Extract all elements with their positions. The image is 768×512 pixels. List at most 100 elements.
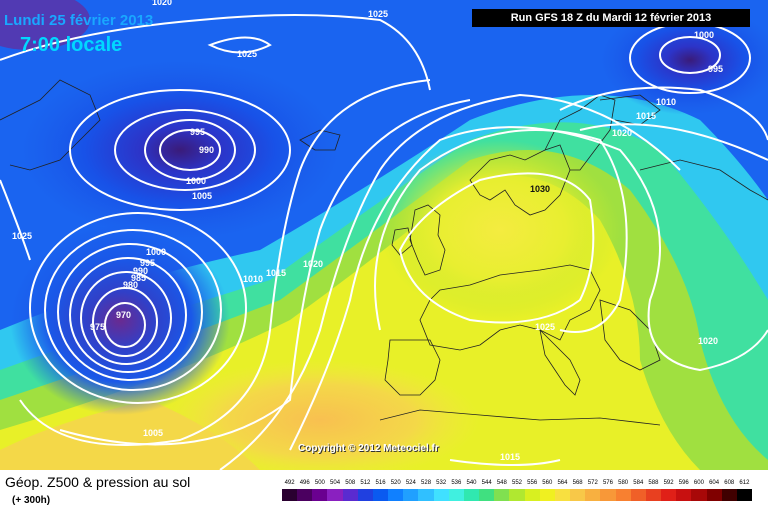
isobar-label: 1000 <box>146 247 166 257</box>
legend-label: 584 <box>633 480 644 486</box>
high-pressure-core <box>380 140 620 320</box>
isobar-label: 970 <box>116 310 131 320</box>
legend-label: 500 <box>314 480 325 486</box>
legend-label: 532 <box>436 480 447 486</box>
isobar-label: 1010 <box>243 274 263 284</box>
legend-swatch <box>676 489 692 501</box>
isobar-label: 995 <box>190 127 205 137</box>
legend-swatch <box>297 489 313 501</box>
legend-swatch <box>463 489 480 501</box>
run-info-banner: Run GFS 18 Z du Mardi 12 février 2013 <box>472 9 750 27</box>
legend-swatch <box>721 489 738 501</box>
legend-label: 568 <box>572 480 583 486</box>
legend-swatch <box>645 489 662 501</box>
color-legend: 492 496 500 504 508 512 516 520 524 528 532 536 540 5… <box>282 480 753 508</box>
legend-swatch <box>600 489 617 501</box>
copyright-notice: Copyright © 2012 Meteociel.fr <box>298 443 439 454</box>
legend-swatch <box>661 489 677 501</box>
isobar-label: 1015 <box>636 111 656 121</box>
isobars <box>0 14 768 470</box>
legend-swatch <box>372 489 389 501</box>
isobar-label: 1000 <box>694 30 714 40</box>
legend-label: 588 <box>648 480 659 486</box>
legend-swatch <box>448 489 465 501</box>
legend-label: 524 <box>405 480 416 486</box>
isobar-label: 1005 <box>192 191 212 201</box>
legend-swatch <box>630 489 647 501</box>
isobar-label: 995 <box>140 258 155 268</box>
legend-swatch <box>691 489 707 501</box>
legend-label: 580 <box>618 480 629 486</box>
legend-label: 536 <box>451 480 462 486</box>
forecast-time: 7:00 locale <box>20 34 123 56</box>
isobar-label: 990 <box>199 145 214 155</box>
legend-swatch <box>479 489 495 501</box>
legend-swatch <box>554 489 571 501</box>
legend-swatch <box>494 489 510 501</box>
legend-label: 564 <box>557 480 568 486</box>
isobar-label: 1020 <box>152 0 172 7</box>
legend-label: 552 <box>511 480 522 486</box>
legend-swatch <box>736 489 753 501</box>
legend-swatch <box>509 489 526 501</box>
legend-label: 540 <box>466 480 477 486</box>
legend-label: 528 <box>421 480 432 486</box>
legend-swatch <box>327 489 344 501</box>
legend-swatch <box>418 489 435 501</box>
legend-label: 560 <box>542 480 553 486</box>
legend-swatch <box>539 489 556 501</box>
legend-swatch <box>388 489 404 501</box>
field-south <box>0 400 260 470</box>
low-west-atlantic <box>10 225 230 415</box>
isobar-label: 1005 <box>143 428 163 438</box>
legend-swatch <box>706 489 723 501</box>
isobar-label: 1025 <box>12 231 32 241</box>
weather-map: 1020 1025 1025 995 990 1000 1005 1025 10… <box>0 0 768 470</box>
legend-label: 548 <box>496 480 507 486</box>
isobar-label: 1015 <box>266 268 286 278</box>
legend-label: 496 <box>299 480 310 486</box>
legend-label: 544 <box>481 480 492 486</box>
legend-label: 520 <box>390 480 401 486</box>
legend-label: 508 <box>345 480 356 486</box>
warm-area <box>160 360 480 470</box>
isobar-label: 1020 <box>303 259 323 269</box>
isobar-label: 985 <box>131 273 146 283</box>
legend-label: 600 <box>693 480 704 486</box>
legend-swatch <box>282 489 298 501</box>
legend-swatch <box>585 489 601 501</box>
isobar-label: 1015 <box>500 452 520 462</box>
isobar-labels: 1020 1025 1025 995 990 1000 1005 1025 10… <box>12 0 723 462</box>
footer-bar: Géop. Z500 & pression au sol (+ 300h) 49… <box>0 470 768 512</box>
isobar-label: 975 <box>90 322 105 332</box>
forecast-hour: (+ 300h) <box>12 495 51 506</box>
isobar-label: 1020 <box>612 128 632 138</box>
legend-label: 596 <box>678 480 689 486</box>
isobar-label: 1025 <box>237 49 257 59</box>
legend-swatch <box>403 489 419 501</box>
coastlines <box>0 79 768 426</box>
isobar-label: 980 <box>123 280 138 290</box>
legend-label: 516 <box>375 480 386 486</box>
legend-label: 608 <box>724 480 735 486</box>
low-northwest-corner <box>0 0 90 50</box>
map-title: Géop. Z500 & pression au sol <box>5 474 191 490</box>
isobar-label: 1030 <box>530 184 550 194</box>
legend-label: 504 <box>330 480 341 486</box>
isobar-label: 1020 <box>698 336 718 346</box>
legend-label: 556 <box>527 480 538 486</box>
legend-swatch <box>615 489 632 501</box>
legend-label: 612 <box>739 480 750 486</box>
forecast-date: Lundi 25 février 2013 <box>4 12 154 29</box>
legend-label: 604 <box>709 480 720 486</box>
legend-swatch <box>342 489 359 501</box>
legend-swatch <box>570 489 586 501</box>
legend-swatch <box>312 489 328 501</box>
isobar-label: 990 <box>133 266 148 276</box>
legend-swatch <box>524 489 541 501</box>
low-north-atlantic <box>20 60 340 240</box>
legend-label: 572 <box>587 480 598 486</box>
legend-label: 592 <box>663 480 674 486</box>
legend-swatch <box>433 489 450 501</box>
legend-swatch <box>357 489 374 501</box>
